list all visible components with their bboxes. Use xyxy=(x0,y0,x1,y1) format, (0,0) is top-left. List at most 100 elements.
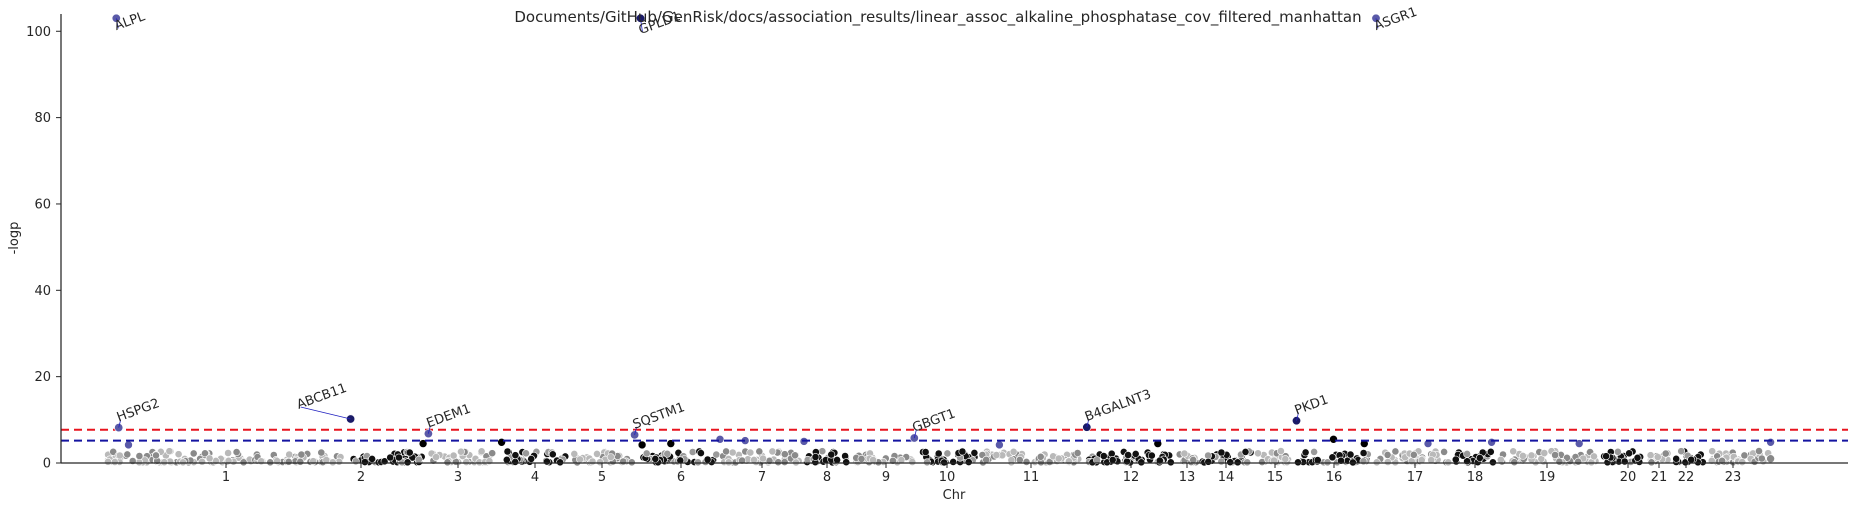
hit-gene-label: ALPL xyxy=(113,9,148,34)
snp-point xyxy=(432,453,440,461)
snp-point xyxy=(1625,449,1633,458)
snp-point xyxy=(964,458,973,466)
snp-point xyxy=(160,458,169,467)
snp-point xyxy=(943,449,952,458)
hit-connector xyxy=(118,419,122,428)
snp-point xyxy=(1036,452,1045,461)
snp-point xyxy=(995,440,1004,450)
snp-point xyxy=(1254,449,1262,458)
hit-connector xyxy=(300,406,351,420)
snp-point xyxy=(1574,439,1584,448)
hit-connector xyxy=(115,18,119,29)
y-tick-label: 100 xyxy=(26,25,51,40)
snp-point xyxy=(619,457,628,466)
snp-point xyxy=(297,450,306,459)
snp-point xyxy=(527,454,536,463)
snp-point xyxy=(688,448,697,456)
hit-connector xyxy=(428,425,431,434)
snp-point xyxy=(328,458,337,467)
snp-point xyxy=(676,456,685,465)
snp-point xyxy=(627,458,636,467)
snp-point xyxy=(1217,448,1226,457)
snp-point xyxy=(1204,457,1213,466)
snp-point xyxy=(351,457,360,466)
snp-point xyxy=(548,450,557,459)
snp-point xyxy=(1093,456,1101,464)
x-axis-label: Chr xyxy=(943,488,966,503)
hit-gene-label: ASGR1 xyxy=(1372,5,1419,34)
snp-point xyxy=(1359,457,1368,466)
snp-point xyxy=(1509,447,1518,456)
snp-point xyxy=(1444,458,1453,467)
snp-point xyxy=(697,449,705,457)
snp-point xyxy=(1766,437,1775,447)
x-tick-label: 7 xyxy=(758,470,766,485)
snp-point xyxy=(443,458,452,467)
hit-gene-label: EDEM1 xyxy=(425,402,473,432)
snp-point xyxy=(1708,447,1717,456)
snp-point xyxy=(1009,447,1018,456)
snp-point xyxy=(1574,457,1583,466)
x-tick-label: 12 xyxy=(1123,470,1140,485)
snp-point xyxy=(104,457,112,466)
snp-point xyxy=(179,458,187,467)
snp-point xyxy=(1329,434,1338,444)
snp-point xyxy=(1241,447,1250,456)
snp-point xyxy=(405,448,414,457)
snp-point xyxy=(115,451,124,460)
hit-connector xyxy=(1375,18,1379,29)
snp-point xyxy=(1633,453,1642,462)
snp-point xyxy=(201,449,209,458)
y-ticks: 0 20 40 60 80 100 xyxy=(26,25,61,472)
snp-point xyxy=(198,457,206,466)
snp-point xyxy=(1475,453,1484,462)
snp-point xyxy=(403,458,412,467)
snp-point xyxy=(135,452,144,460)
hit-connector xyxy=(1296,412,1299,421)
snp-point xyxy=(1313,456,1322,464)
snp-point xyxy=(818,447,827,456)
snp-point xyxy=(606,453,615,461)
snp-point xyxy=(266,458,275,467)
y-tick-label: 20 xyxy=(34,370,51,385)
snp-point xyxy=(1124,451,1132,459)
snp-point xyxy=(1391,447,1400,456)
x-tick-label: 21 xyxy=(1651,470,1668,485)
snp-point xyxy=(1217,457,1226,466)
snp-point xyxy=(1527,451,1536,460)
snp-point xyxy=(1226,458,1235,467)
snp-point xyxy=(1294,458,1302,467)
snp-point xyxy=(1620,457,1629,466)
snp-point xyxy=(728,448,737,457)
snp-point xyxy=(949,457,958,466)
hit-gene-label: B4GALNT3 xyxy=(1083,387,1153,425)
snp-point xyxy=(285,450,294,459)
snp-point xyxy=(1301,448,1310,457)
y-axis-label: -logp xyxy=(7,222,22,255)
snp-point xyxy=(588,457,597,466)
snp-point xyxy=(1137,458,1146,467)
snp-point xyxy=(394,453,403,462)
snp-point xyxy=(123,450,132,459)
snp-point xyxy=(1740,451,1749,460)
hit-connector xyxy=(913,429,917,439)
snp-point xyxy=(317,448,326,457)
snp-point xyxy=(1045,458,1054,466)
snp-point xyxy=(722,447,730,456)
snp-point xyxy=(934,449,943,458)
snp-point xyxy=(1384,458,1392,466)
y-tick-label: 40 xyxy=(34,284,51,299)
snp-point xyxy=(1614,447,1622,456)
snp-point xyxy=(503,447,512,456)
snp-point xyxy=(497,437,506,447)
snp-point xyxy=(488,449,497,458)
snp-point xyxy=(1310,447,1318,456)
snp-point xyxy=(205,454,214,463)
snp-point xyxy=(1738,458,1747,466)
snp-point xyxy=(1486,447,1495,456)
hit-gene-label: ABCB11 xyxy=(295,381,349,413)
snp-point xyxy=(596,458,604,467)
snp-point xyxy=(1766,454,1775,464)
snp-point xyxy=(1372,458,1381,467)
snp-point xyxy=(1487,437,1496,447)
